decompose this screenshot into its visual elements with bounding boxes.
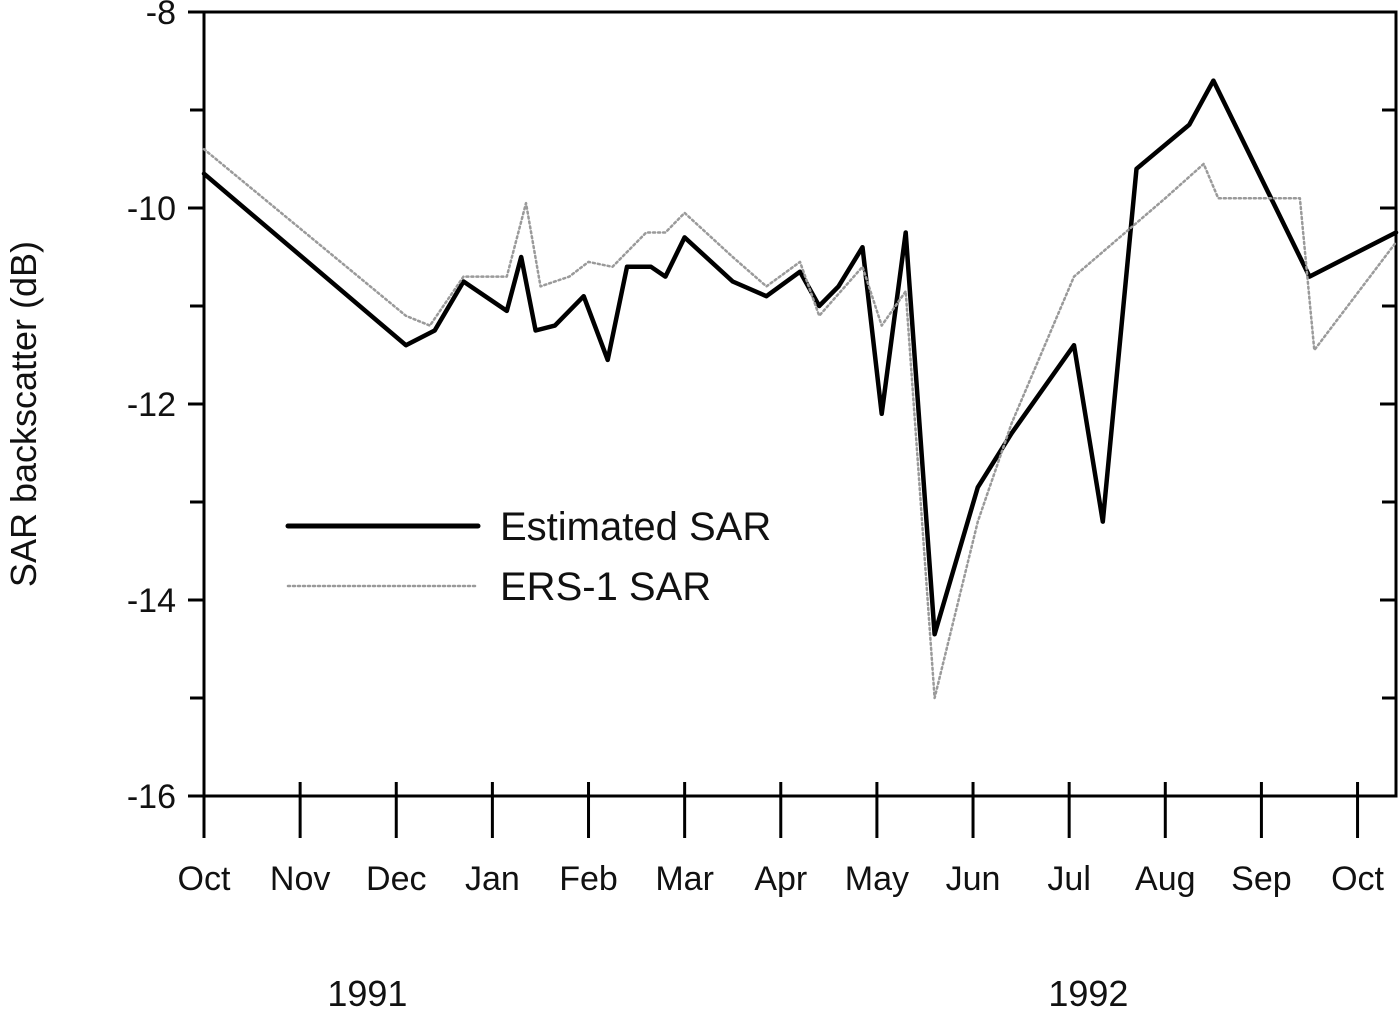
x-tick-label: Oct bbox=[1331, 860, 1384, 898]
year-label: 1991 bbox=[327, 973, 407, 1011]
y-axis-title: SAR backscatter (dB) bbox=[3, 241, 44, 587]
x-tick-label: May bbox=[845, 860, 909, 898]
x-tick-label: Jul bbox=[1047, 860, 1090, 898]
y-tick-label: -12 bbox=[127, 386, 176, 424]
y-tick-label: -16 bbox=[127, 778, 176, 816]
legend-label: ERS-1 SAR bbox=[500, 565, 711, 609]
x-tick-label: Sep bbox=[1231, 860, 1292, 898]
x-tick-label: Nov bbox=[270, 860, 330, 898]
x-tick-label: Mar bbox=[655, 860, 714, 898]
series-layer bbox=[201, 78, 1399, 700]
y-tick-label: -10 bbox=[127, 190, 176, 228]
x-tick-label: Oct bbox=[178, 860, 231, 898]
legend: Estimated SAR ERS-1 SAR bbox=[285, 505, 771, 609]
x-tick-label: Aug bbox=[1135, 860, 1196, 898]
x-tick-label: Dec bbox=[366, 860, 426, 898]
plot-frame bbox=[202, 10, 1398, 798]
year-label: 1992 bbox=[1048, 973, 1128, 1011]
y-tick-label: -14 bbox=[127, 582, 176, 620]
axes: -16 -14 -12 -10 -8 Oct Nov Dec Jan Feb Mar Apr May Ju… bbox=[3, 0, 1398, 1011]
series-line-0 bbox=[201, 78, 1399, 637]
x-tick-label: Apr bbox=[754, 860, 807, 898]
y-tick-label: -8 bbox=[146, 0, 176, 32]
legend-label: Estimated SAR bbox=[500, 505, 771, 549]
x-tick-label: Feb bbox=[559, 860, 618, 898]
x-tick-label: Jun bbox=[946, 860, 1001, 898]
x-tick-label: Jan bbox=[465, 860, 520, 898]
series-line-1 bbox=[202, 147, 1398, 700]
